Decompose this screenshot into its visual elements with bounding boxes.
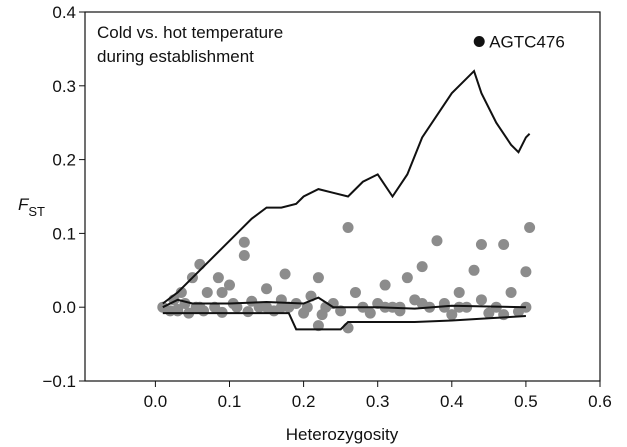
point <box>246 295 258 307</box>
point <box>279 268 291 280</box>
point <box>261 301 273 313</box>
point <box>194 258 206 270</box>
x-tick-label: 0.1 <box>218 392 242 411</box>
point <box>453 301 465 313</box>
point <box>238 236 250 248</box>
y-tick-label: −0.1 <box>42 372 76 391</box>
point <box>446 309 458 321</box>
point <box>453 286 465 298</box>
y-tick-label: 0.1 <box>52 224 76 243</box>
y-tick-label: 0.4 <box>52 3 76 22</box>
point <box>431 235 443 247</box>
highlight-label: AGTC476 <box>489 33 565 52</box>
point <box>212 272 224 284</box>
x-tick-label: 0.2 <box>292 392 316 411</box>
point <box>379 279 391 291</box>
point <box>401 272 413 284</box>
point <box>201 286 213 298</box>
point <box>275 301 287 313</box>
y-axis-label: FST <box>18 195 45 219</box>
point <box>475 238 487 250</box>
point <box>416 298 428 310</box>
annotation: during establishment <box>97 47 254 66</box>
point <box>216 286 228 298</box>
annotation: Cold vs. hot temperature <box>97 23 283 42</box>
point <box>172 305 184 317</box>
x-tick-label: 0.6 <box>588 392 612 411</box>
quantile-line <box>162 69 531 305</box>
y-tick-label: 0.3 <box>52 77 76 96</box>
point <box>301 301 313 313</box>
point <box>242 306 254 318</box>
y-axis-label-sub: ST <box>28 204 45 219</box>
point <box>520 266 532 278</box>
y-axis-label-main: F <box>18 195 30 214</box>
point <box>524 221 536 233</box>
point <box>261 283 273 295</box>
plot-frame <box>84 11 601 382</box>
y-tick-label: 0.0 <box>52 298 76 317</box>
x-axis-label: Heterozygosity <box>286 425 399 444</box>
point <box>342 322 354 334</box>
x-tick-label: 0.4 <box>440 392 464 411</box>
point <box>475 294 487 306</box>
y-tick-label: 0.2 <box>52 151 76 170</box>
point <box>175 286 187 298</box>
point <box>231 301 243 313</box>
highlight-point <box>473 36 485 48</box>
point <box>468 264 480 276</box>
point <box>364 307 376 319</box>
point <box>505 286 517 298</box>
point <box>498 238 510 250</box>
quantile-line <box>162 296 526 310</box>
point <box>312 272 324 284</box>
point <box>223 279 235 291</box>
point <box>416 261 428 273</box>
x-tick-label: 0.0 <box>144 392 168 411</box>
point <box>349 286 361 298</box>
point <box>342 221 354 233</box>
quantile-line <box>162 312 526 331</box>
point <box>483 307 495 319</box>
x-tick-label: 0.5 <box>514 392 538 411</box>
point <box>238 250 250 262</box>
x-tick-label: 0.3 <box>366 392 390 411</box>
